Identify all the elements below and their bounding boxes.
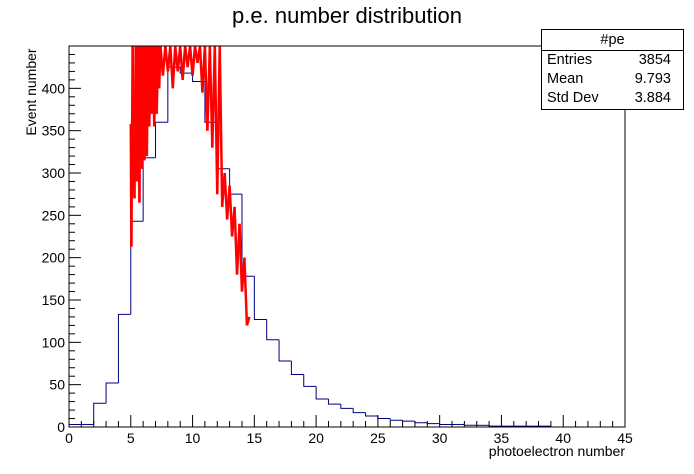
- histogram-bin: [303, 374, 317, 387]
- stats-mean-value: 9.793: [634, 71, 671, 87]
- y-tick-label: 400: [42, 80, 66, 96]
- series-layer: [68, 45, 625, 428]
- stats-entries-label: Entries: [547, 52, 593, 68]
- overlay-segment: [218, 45, 224, 207]
- histogram-bin: [414, 421, 428, 424]
- y-tick-label: 200: [42, 250, 66, 266]
- histogram-bin: [426, 422, 440, 425]
- stats-entries-row: Entries 3854: [542, 51, 683, 70]
- histogram-bin: [402, 420, 415, 422]
- histogram-bin: [439, 423, 453, 425]
- histogram-bin: [154, 121, 168, 158]
- x-tick-label: 20: [308, 430, 324, 446]
- x-tick-label: 40: [555, 430, 571, 446]
- histogram-bin: [93, 402, 107, 425]
- histogram-bin: [290, 360, 304, 376]
- stats-std-value: 3.884: [634, 90, 671, 106]
- x-tick-label: 10: [185, 430, 201, 446]
- histogram-bin: [377, 415, 391, 420]
- x-tick-label: 15: [247, 430, 263, 446]
- y-tick-label: 150: [42, 292, 66, 308]
- histogram-bin: [253, 276, 267, 320]
- histogram-bin: [340, 404, 354, 409]
- histogram-bin: [352, 408, 366, 414]
- histogram-bin: [488, 425, 502, 427]
- stats-mean-label: Mean: [547, 71, 584, 87]
- plot-frame: [68, 45, 626, 428]
- stats-std-row: Std Dev 3.884: [542, 89, 683, 108]
- y-tick-label: 250: [42, 207, 66, 223]
- y-tick-label: 350: [42, 123, 66, 139]
- histogram-bin: [315, 386, 329, 400]
- overlay-segment: [245, 316, 251, 326]
- y-axis-label: Event number: [23, 48, 39, 136]
- x-tick-label: 35: [494, 430, 510, 446]
- overlay-segment: [131, 45, 135, 131]
- histogram-bin: [142, 157, 156, 222]
- x-tick-label: 30: [432, 430, 448, 446]
- overlay-segment: [130, 147, 134, 247]
- histogram-bin: [463, 424, 477, 426]
- x-axis-label: photoelectron number: [488, 443, 625, 459]
- stats-mean-row: Mean 9.793: [542, 70, 683, 89]
- histogram-bin: [389, 418, 403, 421]
- histogram-bin: [327, 399, 341, 405]
- stats-entries-value: 3854: [638, 52, 671, 68]
- x-tick-label: 25: [370, 430, 386, 446]
- histogram-bin: [179, 67, 193, 74]
- y-tick-label: 0: [57, 419, 65, 435]
- histogram-bin: [105, 382, 119, 404]
- stats-std-label: Std Dev: [547, 90, 599, 106]
- chart-title: p.e. number distribution: [232, 3, 462, 28]
- stats-name: #pe: [542, 30, 683, 51]
- stats-box: #pe Entries 3854 Mean 9.793 Std Dev 3.88…: [541, 29, 684, 110]
- x-tick-label: 5: [127, 430, 135, 446]
- x-tick-label: 0: [65, 430, 73, 446]
- y-tick-label: 300: [42, 165, 66, 181]
- x-tick-label: 45: [617, 430, 633, 446]
- histogram-bin: [229, 168, 242, 195]
- overlay-segment: [243, 257, 249, 326]
- histogram-bin: [365, 412, 378, 417]
- histogram-bin: [117, 313, 131, 383]
- histogram-bin: [278, 339, 292, 362]
- y-tick-label: 100: [42, 334, 66, 350]
- y-tick-label: 50: [49, 377, 65, 393]
- axis-layer: 0 5 10 15 20 25 30 35 40 45 0 50 100 150 200 250 300 350 4…: [42, 45, 633, 446]
- histogram-bin: [266, 319, 280, 341]
